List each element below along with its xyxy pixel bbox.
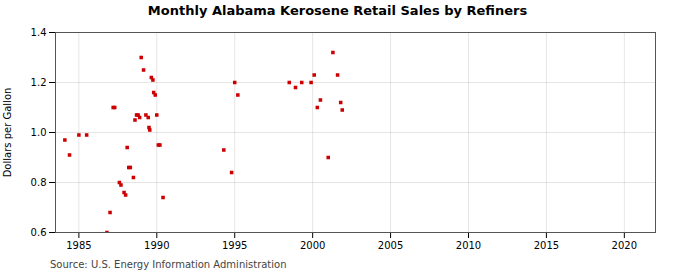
svg-text:0.6: 0.6 xyxy=(31,227,47,238)
html-text:Source: U.S. Energy Informatio: Source: U.S. Energy Information Administ… xyxy=(50,259,287,270)
svg-text:2010: 2010 xyxy=(456,240,481,251)
svg-text:1.0: 1.0 xyxy=(31,127,47,138)
svg-text:1.4: 1.4 xyxy=(31,27,47,38)
svg-text:0.8: 0.8 xyxy=(31,177,47,188)
svg-text:1995: 1995 xyxy=(222,240,247,251)
svg-text:1990: 1990 xyxy=(144,240,169,251)
svg-text:2020: 2020 xyxy=(612,240,637,251)
svg-text:2005: 2005 xyxy=(378,240,403,251)
html-text:Monthly Alabama Kerosene Retai: Monthly Alabama Kerosene Retail Sales by… xyxy=(147,3,528,18)
svg-text:2015: 2015 xyxy=(534,240,559,251)
svg-text:1.2: 1.2 xyxy=(31,77,47,88)
svg-text:Dollars per Gallon: Dollars per Gallon xyxy=(2,88,13,178)
svg-text:1985: 1985 xyxy=(66,240,91,251)
svg-text:2000: 2000 xyxy=(300,240,325,251)
